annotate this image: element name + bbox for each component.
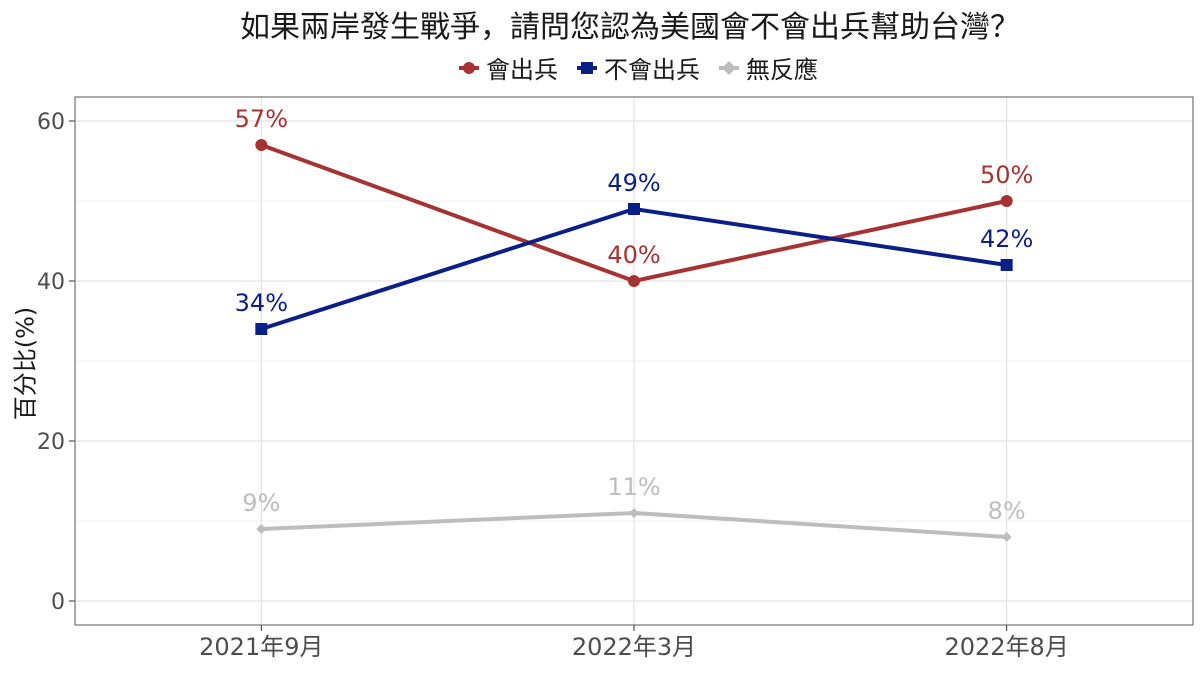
chart-title: 如果兩岸發生戰爭，請問您認為美國會不會出兵幫助台灣？ — [240, 10, 1020, 45]
data-label: 8% — [988, 497, 1026, 525]
data-label: 57% — [235, 105, 288, 133]
data-point[interactable] — [255, 139, 268, 151]
data-label: 40% — [607, 241, 660, 269]
x-tick-label: 2021年9月 — [199, 633, 323, 661]
x-tick-label: 2022年3月 — [572, 633, 696, 661]
legend-label-0: 會出兵 — [486, 56, 558, 84]
legend-key-circle-icon — [459, 61, 479, 74]
legend-item-0[interactable]: 會出兵 — [458, 50, 558, 85]
legend: 會出兵 不會出兵 無反應 — [0, 50, 1200, 85]
panel-border — [74, 96, 1194, 626]
data-label: 50% — [980, 161, 1033, 189]
data-point[interactable] — [1000, 195, 1013, 207]
data-label: 9% — [242, 489, 280, 517]
data-label: 11% — [607, 473, 660, 501]
y-tick-label: 40 — [37, 270, 65, 295]
legend-label-2: 無反應 — [746, 56, 818, 84]
data-point[interactable] — [628, 275, 640, 287]
y-tick-label: 60 — [37, 110, 65, 135]
data-point[interactable] — [255, 323, 268, 335]
data-point[interactable] — [256, 524, 267, 534]
y-tick-label: 20 — [37, 430, 65, 455]
y-tick-label: 0 — [51, 590, 65, 615]
data-point[interactable] — [629, 508, 639, 518]
data-point[interactable] — [628, 203, 640, 215]
legend-key-diamond-icon — [719, 60, 739, 75]
legend-item-2[interactable]: 無反應 — [718, 50, 818, 85]
data-label: 42% — [980, 225, 1033, 253]
data-label: 34% — [235, 289, 288, 317]
legend-item-1[interactable]: 不會出兵 — [576, 50, 700, 85]
data-point[interactable] — [1000, 259, 1013, 271]
data-point[interactable] — [1001, 532, 1012, 542]
legend-label-1: 不會出兵 — [604, 56, 700, 84]
legend-key-square-icon — [577, 61, 597, 74]
x-tick-label: 2022年8月 — [944, 633, 1068, 661]
data-label: 49% — [607, 169, 660, 197]
